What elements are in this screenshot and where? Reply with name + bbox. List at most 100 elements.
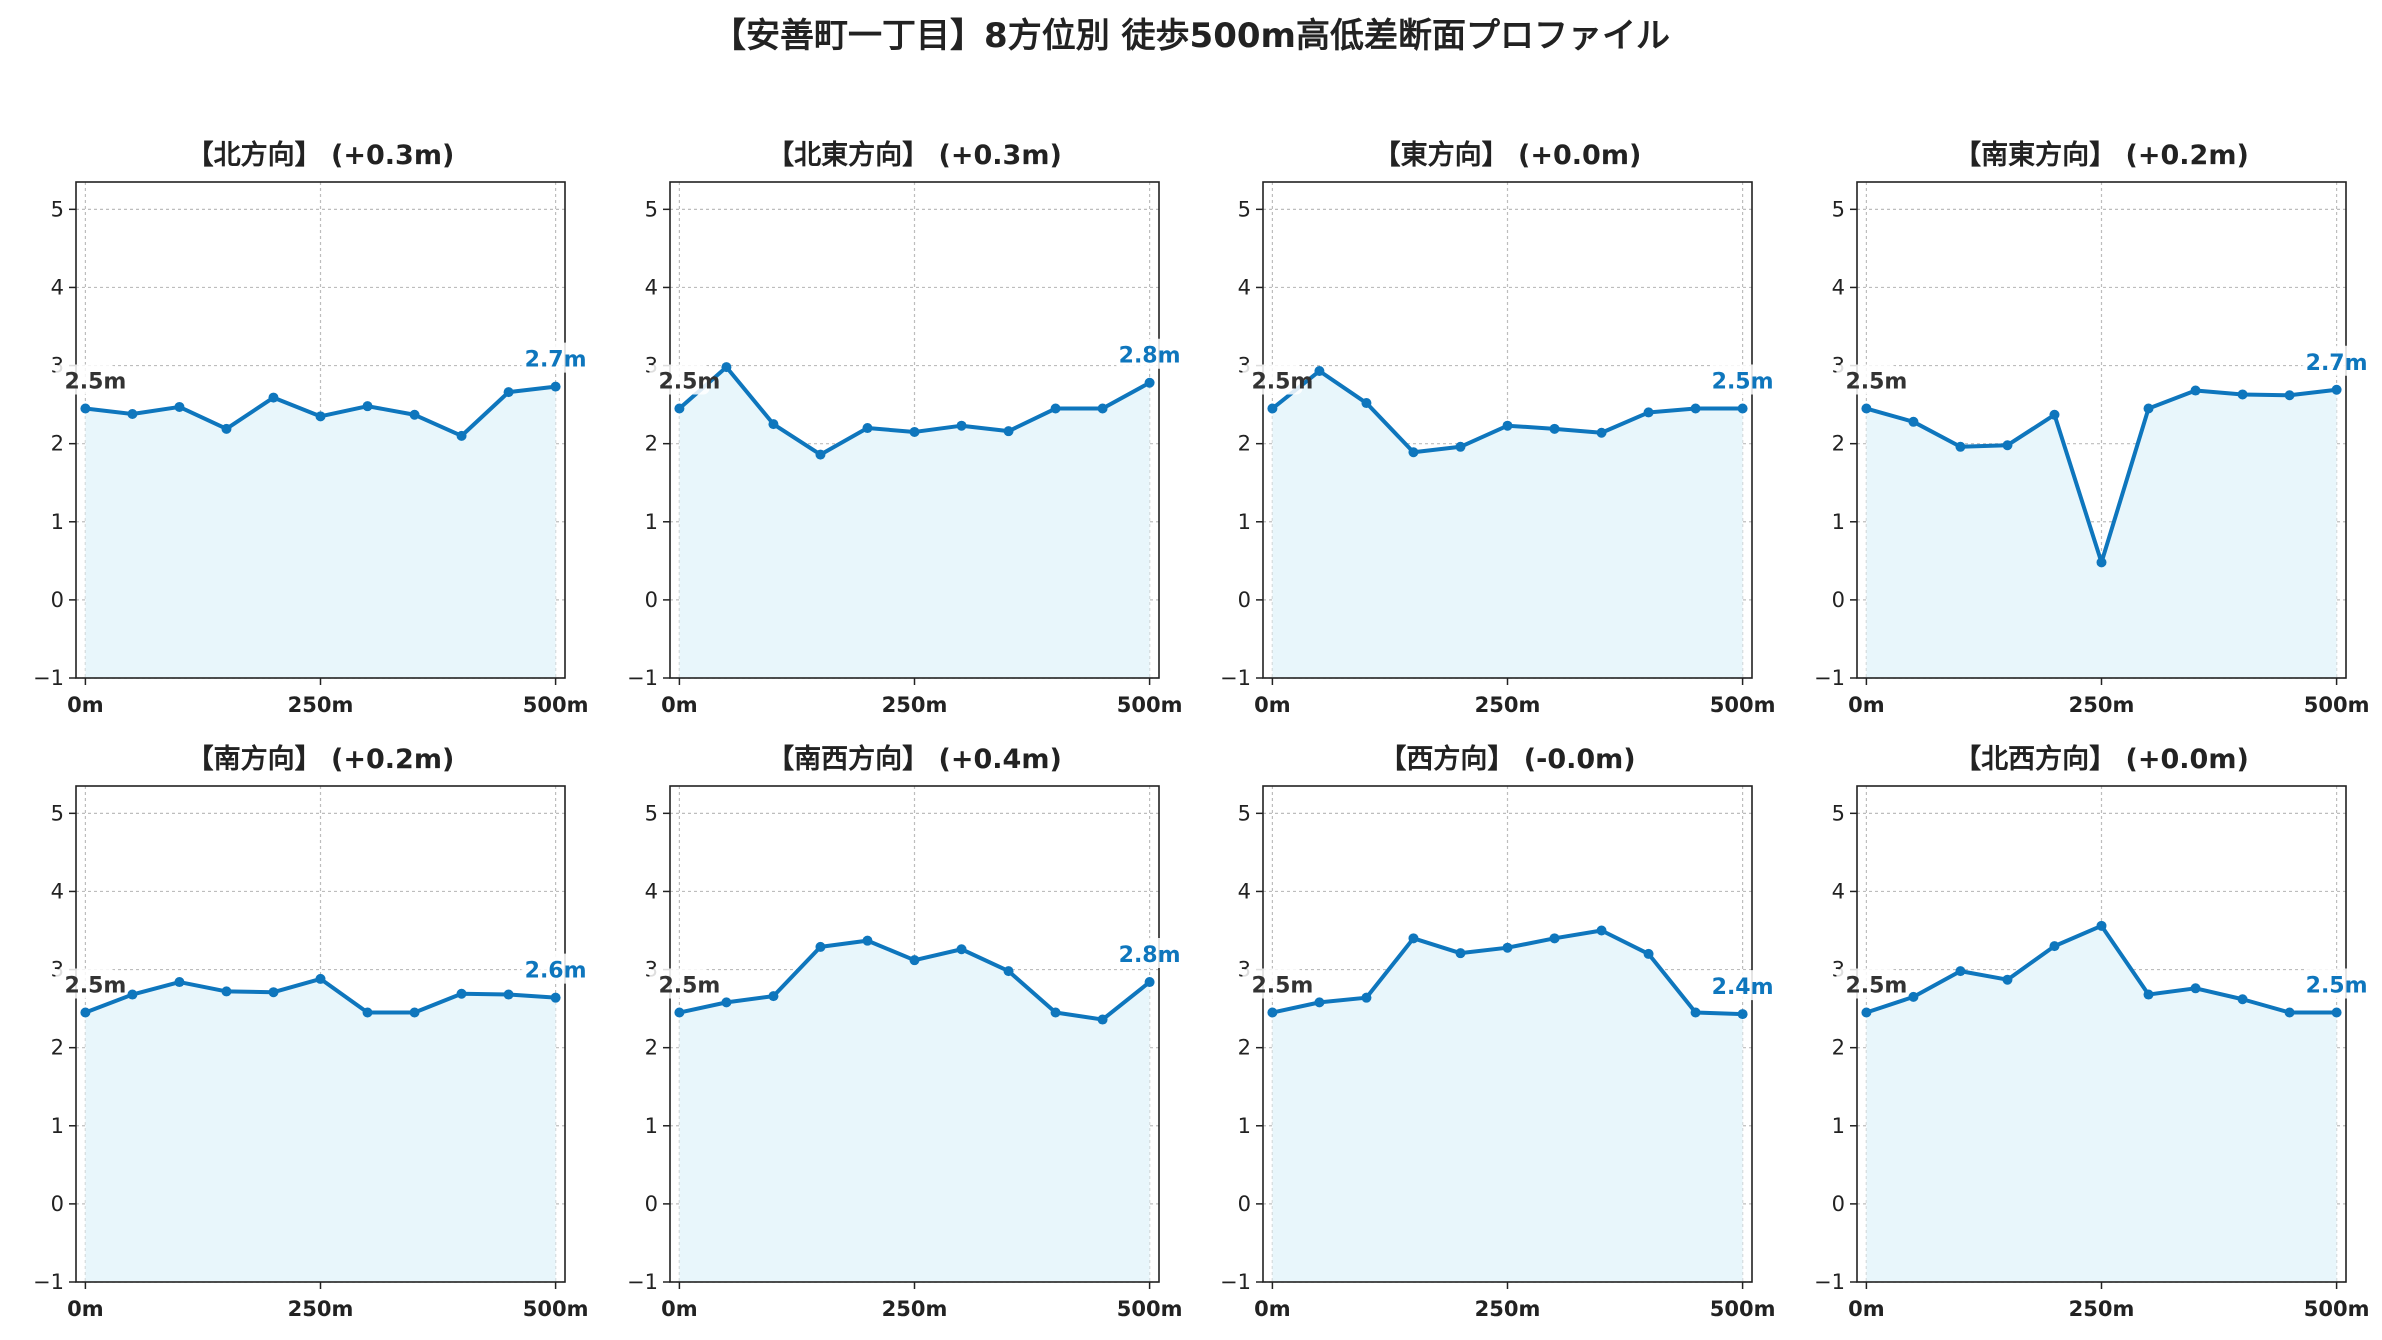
data-point [1737,403,1748,414]
data-point [1955,441,1966,452]
end-elevation-label: 2.7m [525,348,587,373]
x-tick-label: 500m [1117,1297,1183,1321]
data-point [1861,1007,1872,1018]
start-elevation-label: 2.5m [1251,974,1313,999]
end-label-box [2302,968,2371,999]
data-point [221,423,232,434]
elevation-area [1866,389,2337,678]
data-point [2002,440,2013,451]
x-tick-label: 500m [1710,1297,1776,1321]
data-point [862,935,873,946]
end-label-box [521,342,590,373]
elevation-area [679,367,1150,678]
start-elevation-label: 2.5m [64,974,126,999]
data-point [1097,403,1108,414]
subplot-title: 【南方向】 (+0.2m) [187,743,455,775]
data-point [1737,1009,1748,1020]
end-elevation-label: 2.8m [1119,943,1181,968]
data-point [674,1007,685,1018]
y-tick-label: 0 [645,1192,658,1216]
data-point [1097,1014,1108,1025]
y-tick-label: 5 [51,197,64,221]
y-tick-label: −1 [1220,1270,1251,1294]
data-point [1050,1007,1061,1018]
x-tick-label: 0m [1848,693,1885,717]
data-point [1549,933,1560,944]
data-point [1144,377,1155,388]
data-point [2143,989,2154,1000]
y-tick-label: −1 [1814,1270,1845,1294]
start-label-box [1836,968,1897,999]
y-tick-label: 0 [51,588,64,612]
start-elevation-label: 2.5m [64,370,126,395]
data-point [1003,966,1014,977]
end-label-box [1708,970,1777,1001]
subplot-title: 【北西方向】 (+0.0m) [1954,743,2249,775]
data-point [1596,427,1607,438]
start-elevation-label: 2.5m [658,370,720,395]
x-tick-label: 0m [67,693,104,717]
elevation-area [85,386,556,678]
data-point [174,401,185,412]
y-tick-label: 4 [1238,275,1251,299]
y-tick-label: 1 [645,510,658,534]
y-tick-label: 1 [1832,1114,1845,1138]
data-point [1267,1007,1278,1018]
data-point [2096,920,2107,931]
end-label-box [521,953,590,984]
start-elevation-label: 2.5m [658,974,720,999]
data-point [1596,925,1607,936]
y-tick-label: 1 [1238,1114,1251,1138]
y-tick-label: 0 [1832,1192,1845,1216]
data-point [1455,441,1466,452]
data-point [1502,942,1513,953]
y-tick-label: 0 [1832,588,1845,612]
x-tick-label: 250m [882,1297,948,1321]
y-tick-label: 4 [1832,879,1845,903]
data-point [268,987,279,998]
data-point [2002,974,2013,985]
data-point [80,1007,91,1018]
x-tick-label: 500m [2304,1297,2370,1321]
subplot-title: 【北方向】 (+0.3m) [187,139,455,171]
data-point [127,989,138,1000]
data-point [909,955,920,966]
data-point [268,392,279,403]
data-point [1314,997,1325,1008]
y-tick-label: 2 [51,1036,64,1060]
y-tick-label: 1 [645,1114,658,1138]
data-point [2331,1007,2342,1018]
data-point [174,977,185,988]
start-elevation-label: 2.5m [1251,370,1313,395]
data-point [909,426,920,437]
subplot-title: 【東方向】 (+0.0m) [1374,139,1642,171]
y-tick-label: 4 [51,275,64,299]
x-tick-label: 0m [1254,693,1291,717]
y-tick-label: −1 [627,1270,658,1294]
y-tick-label: 0 [645,588,658,612]
data-point [2049,409,2060,420]
data-point [1549,423,1560,434]
data-point [127,408,138,419]
data-point [1908,991,1919,1002]
y-tick-label: 1 [1832,510,1845,534]
data-point [409,409,420,420]
end-elevation-label: 2.8m [1119,344,1181,369]
data-point [550,381,561,392]
y-tick-label: 0 [51,1192,64,1216]
start-label-box [1836,364,1897,395]
y-tick-label: −1 [1814,666,1845,690]
data-point [1267,403,1278,414]
data-point [503,989,514,1000]
end-elevation-label: 2.5m [1712,370,1774,395]
data-point [409,1007,420,1018]
data-point [1908,416,1919,427]
data-point [1144,977,1155,988]
data-point [315,411,326,422]
data-point [2190,385,2201,396]
y-tick-label: 2 [645,432,658,456]
x-tick-label: 0m [661,693,698,717]
y-tick-label: −1 [1220,666,1251,690]
